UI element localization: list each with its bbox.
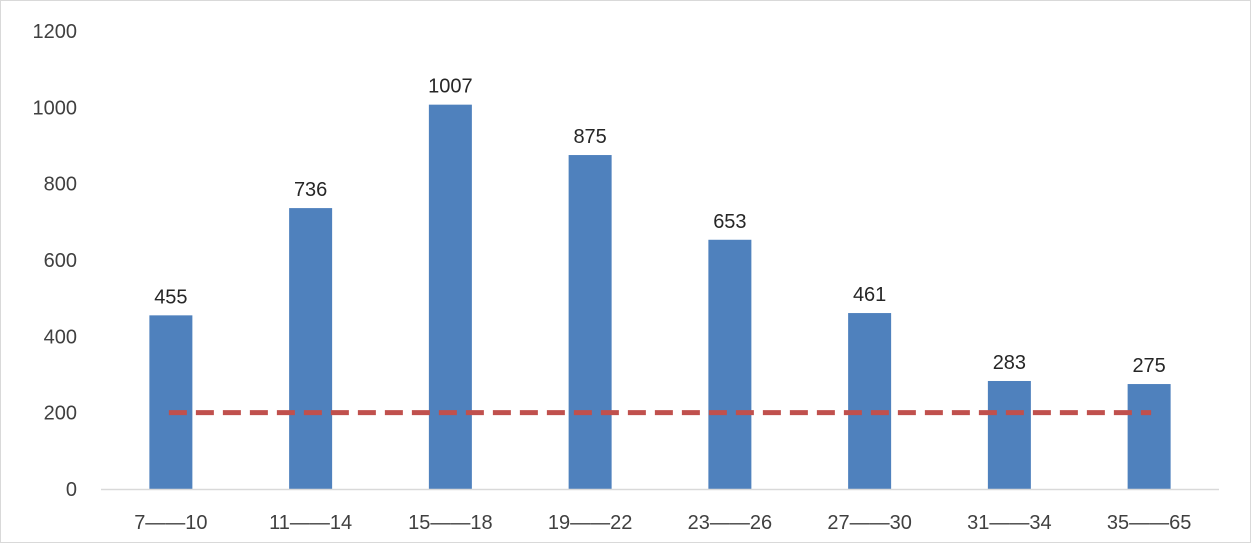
y-tick-label-800: 800 [44, 174, 77, 196]
bar-6 [987, 380, 1031, 489]
data-labels: 455 736 1007 875 653 461 283 275 [154, 76, 1166, 377]
bar-3 [568, 155, 612, 489]
x-tick-label-5: 27——30 [827, 512, 912, 534]
x-tick-label-4: 23——26 [688, 512, 773, 534]
y-axis: 0 200 400 600 800 1000 1200 [33, 21, 78, 501]
data-label-3: 875 [573, 126, 606, 148]
data-label-2: 1007 [428, 76, 473, 98]
bar-1 [289, 208, 333, 490]
bar-2 [428, 104, 472, 489]
x-tick-label-0: 7——10 [134, 512, 207, 534]
x-tick-label-7: 35——65 [1107, 512, 1192, 534]
x-tick-label-6: 31——34 [967, 512, 1052, 534]
x-axis: 7——10 11——14 15——18 19——22 23——26 27——30 31——3… [101, 488, 1219, 534]
y-tick-label-0: 0 [66, 479, 77, 501]
y-tick-label-200: 200 [44, 403, 77, 425]
y-tick-label-600: 600 [44, 250, 77, 272]
data-label-5: 461 [853, 284, 886, 306]
y-tick-label-400: 400 [44, 326, 77, 348]
bar-7 [1127, 384, 1171, 489]
bar-0 [149, 315, 193, 489]
x-tick-label-3: 19——22 [548, 512, 633, 534]
bar-4 [708, 239, 752, 489]
y-tick-label-1000: 1000 [33, 97, 78, 119]
bars [149, 104, 1171, 490]
x-tick-label-2: 15——18 [408, 512, 493, 534]
data-label-6: 283 [993, 352, 1026, 374]
data-label-7: 275 [1132, 355, 1165, 377]
x-tick-label-1: 11——14 [269, 512, 352, 534]
bar-5 [848, 313, 892, 489]
y-tick-label-1200: 1200 [33, 21, 78, 43]
data-label-0: 455 [154, 286, 187, 308]
data-label-1: 736 [294, 179, 327, 201]
data-label-4: 653 [713, 211, 746, 233]
